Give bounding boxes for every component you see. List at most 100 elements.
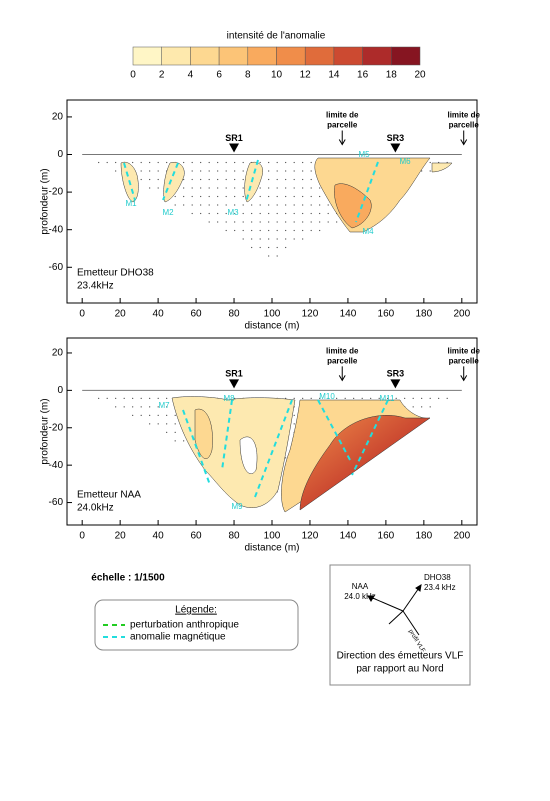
sample-dot — [200, 178, 202, 181]
colorbar-tick-label: 0 — [130, 70, 136, 81]
sample-dot — [183, 178, 185, 181]
sample-dot — [183, 195, 185, 198]
sample-dot — [293, 170, 295, 172]
sample-dot — [336, 221, 338, 223]
sample-dot — [234, 397, 236, 399]
x-tick-label: 20 — [115, 309, 127, 320]
sample-dot — [251, 212, 253, 215]
x-tick-label: 60 — [191, 309, 203, 320]
sample-dot — [166, 161, 168, 164]
x-tick-label: 140 — [340, 309, 357, 320]
legend-title: Légende: — [175, 605, 217, 616]
sample-dot — [259, 161, 261, 164]
sample-dot — [259, 246, 261, 249]
marker-label: M9 — [231, 502, 243, 511]
sample-dot — [217, 178, 219, 181]
sample-dot — [276, 170, 278, 172]
anomaly-area — [194, 408, 213, 459]
sample-dot — [259, 221, 261, 223]
sample-dot — [319, 229, 321, 232]
colorbar-cell — [333, 46, 363, 66]
sample-dot — [276, 161, 278, 164]
anomaly-area — [244, 161, 263, 203]
sample-dot — [234, 221, 236, 223]
marker-label: M5 — [358, 150, 370, 159]
x-tick-label: 180 — [416, 531, 433, 542]
sample-dot — [285, 170, 287, 172]
sample-dot — [302, 238, 304, 240]
sample-dot — [302, 178, 304, 181]
sample-dot — [115, 406, 117, 408]
emitter-label: 23.4kHz — [77, 281, 114, 292]
y-tick-label: -40 — [49, 224, 64, 235]
sample-dot — [225, 204, 227, 206]
limit-arrow-head — [460, 139, 468, 146]
y-tick-label: 20 — [52, 112, 64, 123]
sample-dot — [149, 170, 151, 172]
sample-dot — [149, 414, 151, 416]
sample-dot — [149, 423, 151, 425]
sample-dot — [200, 195, 202, 198]
sample-dot — [157, 397, 159, 399]
compass-caption: par rapport au Nord — [356, 664, 443, 675]
y-tick-label: -60 — [49, 262, 64, 273]
sample-dot — [217, 204, 219, 206]
sample-dot — [327, 212, 329, 215]
sample-dot — [319, 212, 321, 215]
colorbar-cell — [190, 46, 220, 66]
sample-dot — [302, 170, 304, 172]
sample-dot — [225, 161, 227, 164]
sample-dot — [370, 397, 372, 399]
x-tick-label: 60 — [191, 531, 203, 542]
sample-dot — [268, 178, 270, 181]
station-label: SR1 — [225, 133, 243, 143]
sample-dot — [293, 238, 295, 240]
sample-dot — [251, 221, 253, 223]
sample-dot — [217, 170, 219, 172]
sample-dot — [200, 161, 202, 164]
sample-dot — [285, 161, 287, 164]
sample-dot — [268, 187, 270, 189]
sample-dot — [412, 397, 414, 399]
marker-label: M7 — [158, 401, 170, 410]
sample-dot — [208, 204, 210, 206]
sample-dot — [285, 195, 287, 198]
x-tick-label: 200 — [453, 531, 470, 542]
y-tick-label: -40 — [49, 460, 64, 471]
arrow-head — [415, 584, 422, 592]
anomaly-area — [239, 436, 258, 474]
sample-dot — [166, 423, 168, 425]
sample-dot — [140, 178, 142, 181]
sample-dot — [157, 406, 159, 408]
compass-freq: 24.0 kHz — [344, 592, 376, 601]
sample-dot — [259, 212, 261, 215]
sample-dot — [404, 397, 406, 399]
sample-dot — [183, 204, 185, 206]
scale: échelle : 1/1500 — [91, 573, 165, 584]
sample-dot — [293, 221, 295, 223]
sample-dot — [268, 204, 270, 206]
x-axis-label: distance (m) — [244, 543, 299, 554]
emitter-label: Emetteur NAA — [77, 490, 141, 501]
profile-line — [388, 610, 404, 625]
compass-box — [329, 564, 471, 686]
station-marker — [390, 143, 401, 153]
sample-dot — [208, 170, 210, 172]
sample-dot — [208, 187, 210, 189]
sample-dot — [217, 161, 219, 164]
limit-label: parcelle — [327, 356, 358, 365]
sample-dot — [319, 204, 321, 206]
compass-freq: 23.4 kHz — [424, 583, 456, 592]
sample-dot — [310, 170, 312, 172]
y-tick-label: 0 — [57, 385, 63, 396]
sample-dot — [446, 397, 448, 399]
sample-dot — [217, 195, 219, 198]
sample-dot — [276, 229, 278, 232]
sample-dot — [336, 397, 338, 399]
sample-dot — [115, 161, 117, 164]
sample-dot — [242, 195, 244, 198]
sample-dot — [421, 170, 423, 172]
sample-dot — [395, 397, 397, 399]
sample-dot — [98, 397, 100, 399]
